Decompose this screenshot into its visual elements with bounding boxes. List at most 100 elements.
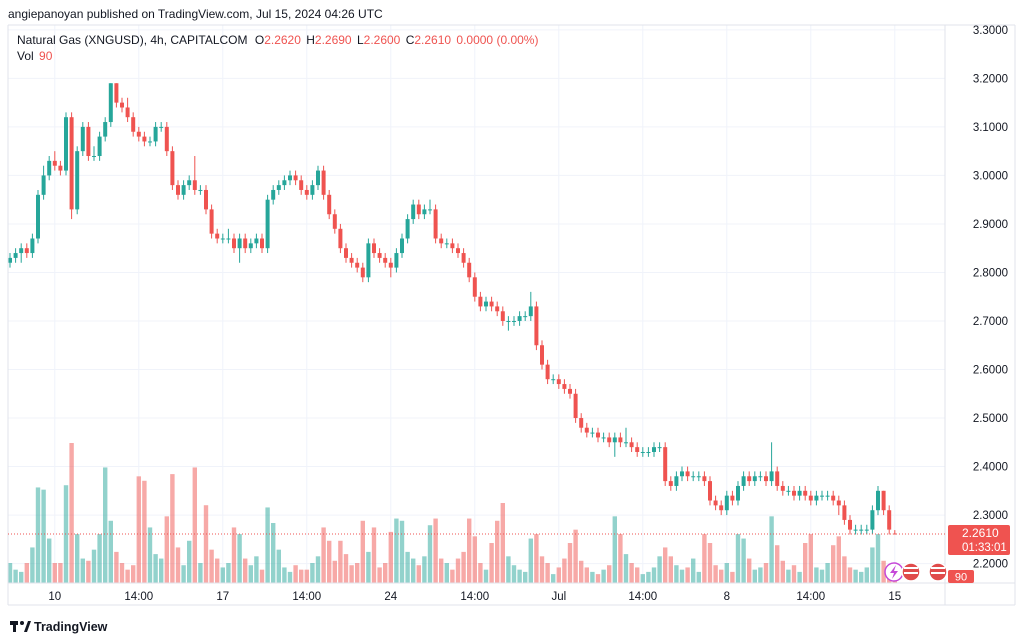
candle-body	[808, 495, 813, 501]
volume-bar	[411, 558, 416, 583]
volume-bar	[595, 574, 601, 583]
volume-bar	[556, 567, 561, 583]
volume-bar	[707, 543, 713, 583]
volume-bar	[86, 560, 91, 583]
volume-bar	[730, 571, 735, 583]
candle-body	[472, 277, 477, 297]
candle-body	[523, 316, 528, 318]
candle-body	[764, 476, 768, 482]
candle-body	[338, 228, 343, 249]
volume-bar	[635, 567, 640, 583]
x-tick-label: 14:00	[124, 591, 153, 603]
volume-bar	[814, 567, 819, 583]
legend-line: Natural Gas (XNGUSD), 4h, CAPITALCOM O2.…	[17, 33, 538, 47]
candle-body	[825, 495, 830, 497]
candle-body	[646, 451, 651, 453]
candle-body	[215, 233, 220, 239]
candle-body	[730, 495, 735, 501]
volume-bar	[769, 516, 774, 583]
volume-bar	[825, 563, 830, 583]
volume-bar	[629, 563, 634, 583]
x-tick-label: 24	[384, 591, 397, 603]
candle-body	[148, 141, 152, 143]
candle-body	[349, 257, 354, 263]
candle-body	[282, 180, 287, 186]
flag-stripe	[904, 572, 918, 574]
volume-tag	[948, 570, 974, 583]
logo-dot	[20, 621, 24, 625]
candle-body	[674, 476, 679, 486]
candle-body	[769, 471, 774, 482]
legend-title: Natural Gas (XNGUSD), 4h, CAPITALCOM	[17, 33, 248, 47]
volume-bar	[187, 540, 192, 583]
candle-body	[69, 117, 74, 210]
candle-body	[461, 253, 466, 263]
candle-body	[500, 311, 505, 321]
candle-body	[842, 505, 847, 520]
event-icons	[884, 562, 948, 582]
volume-bar	[231, 527, 237, 583]
candle-body	[495, 306, 500, 312]
candle-body	[758, 476, 763, 478]
volume-bar	[416, 565, 421, 583]
volume-bar	[853, 569, 858, 583]
candle-body	[248, 243, 253, 249]
candle-body	[556, 379, 561, 385]
volume-bar	[69, 443, 74, 583]
candle-body	[108, 83, 113, 123]
volume-bar	[7, 563, 13, 583]
candle-body	[164, 126, 169, 152]
volume-bar	[142, 480, 147, 583]
volume-bar	[719, 569, 724, 583]
candle-body	[680, 471, 684, 477]
volume-bar	[388, 531, 393, 583]
volume-bar	[763, 563, 769, 583]
volume-bar	[747, 558, 752, 583]
volume-bar	[422, 556, 427, 583]
candle-body	[153, 126, 158, 142]
candle-body	[859, 529, 864, 531]
volume-bar	[215, 558, 220, 583]
volume-bar	[108, 520, 113, 583]
volume-bar	[299, 569, 304, 583]
volume-bar	[52, 563, 57, 583]
candle-body	[19, 248, 24, 254]
volume-bar	[254, 556, 259, 583]
candle-body	[86, 126, 91, 157]
volume-bar	[209, 549, 214, 583]
volume-bar	[287, 571, 293, 583]
candle-body	[254, 238, 259, 244]
y-tick-label: 2.3000	[973, 510, 1008, 522]
y-tick-label: 3.0000	[973, 170, 1008, 182]
footer-logo: TradingView	[10, 620, 108, 634]
candle-body	[131, 117, 136, 132]
volume-bar	[332, 560, 337, 583]
candle-body	[288, 175, 292, 181]
candle-body	[747, 476, 752, 482]
candle-body	[864, 529, 869, 531]
volume-bar	[282, 567, 287, 583]
candle-body	[411, 204, 416, 220]
candle-body	[394, 253, 399, 268]
volume-bar	[47, 538, 52, 583]
volume-bar	[383, 563, 388, 583]
volume-bar	[691, 558, 696, 583]
y-tick-label: 2.8000	[973, 267, 1008, 279]
volume-bar	[674, 565, 679, 583]
candle-body	[607, 437, 612, 443]
candle-body	[400, 238, 404, 254]
candle-body	[209, 209, 214, 234]
volume-bar	[679, 569, 685, 583]
candle-body	[736, 485, 740, 501]
volume-bar	[735, 534, 741, 583]
candle-body	[691, 476, 696, 478]
volume-bar	[657, 556, 662, 583]
legend-key: L	[357, 33, 364, 47]
volume-bar	[355, 563, 360, 583]
candle-body	[713, 500, 718, 506]
volume-bar	[511, 565, 517, 583]
volume-bar	[567, 543, 573, 583]
volume-bar	[791, 565, 797, 583]
candle-body	[696, 476, 701, 478]
